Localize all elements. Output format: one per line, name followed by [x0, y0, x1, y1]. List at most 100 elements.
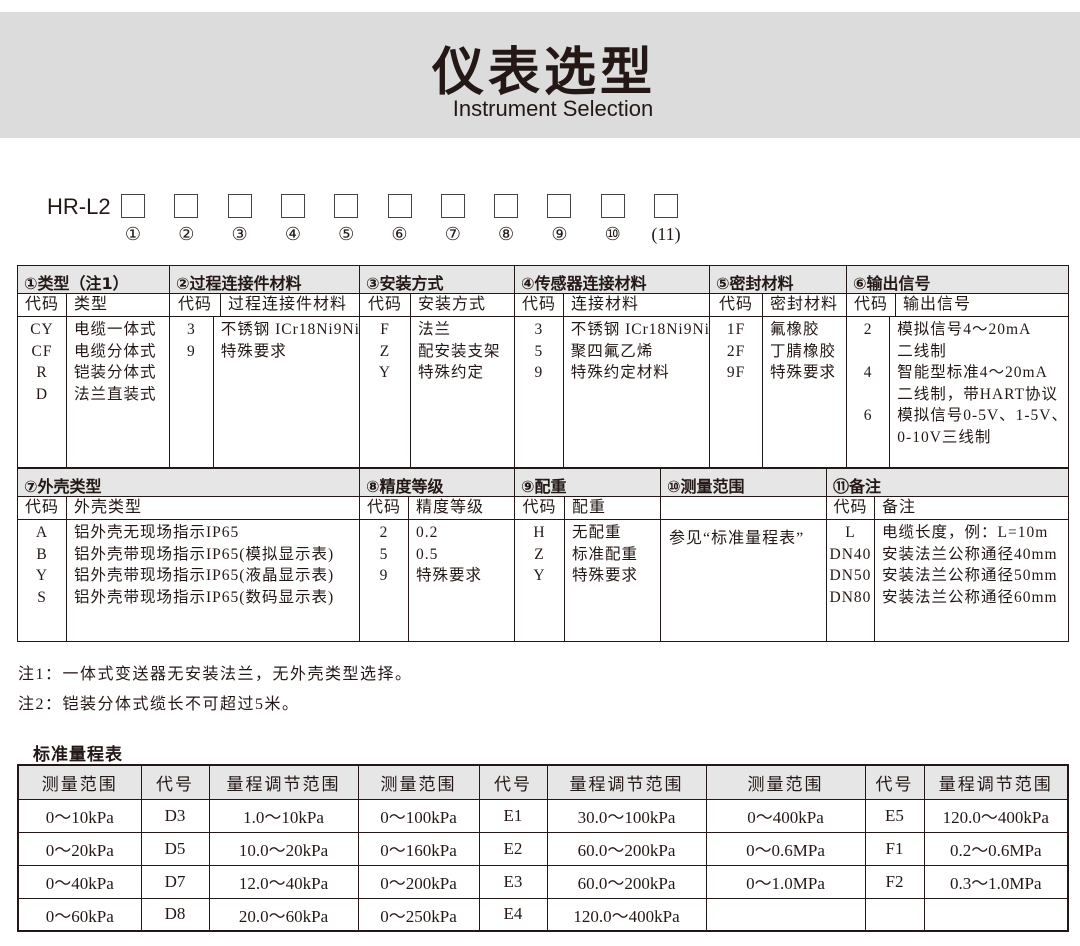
table-row: 0～20kPa D5 10.0～20kPa 0～160kPa E2 60.0～200kPa…: [17, 831, 1069, 866]
section-7: ⑦外壳类型 代码 外壳类型 A B Y S 铝外壳无现场指示IP65 铝外壳带现场指示IP65(…: [17, 468, 360, 642]
section-subheader: 代码 备注: [827, 497, 1068, 520]
section-subheader: 代码 连接材料: [515, 294, 710, 317]
model-slot-box: [334, 194, 359, 218]
section-subheader: 代码 精度等级: [360, 497, 515, 520]
option-description: 智能型标准4～20mA: [897, 364, 1048, 381]
option-description: 法兰: [418, 321, 452, 338]
note-2: 注2：铠装分体式缆长不可超过5米。: [18, 696, 300, 713]
code-header: 代码: [170, 294, 221, 316]
section-subheader: 代码 输出信号: [847, 294, 1068, 317]
option-code: Z: [379, 342, 391, 360]
desc-header: 过程连接件材料: [228, 296, 348, 313]
table-cell: E4: [478, 897, 548, 932]
table-cell: 60.0～200kPa: [546, 864, 707, 899]
section-title: ⑧精度等级: [360, 469, 515, 497]
table-cell: F2: [864, 864, 925, 899]
table-cell: E1: [478, 798, 548, 833]
model-slot-box: [494, 194, 519, 218]
option-description: 丁腈橡胶: [770, 342, 837, 360]
section-10: ⑩测量范围参见“标准量程表”: [660, 468, 827, 642]
code-blank: [847, 341, 889, 363]
section-text: 参见“标准量程表”: [669, 530, 805, 547]
section-subheader: 代码 密封材料: [710, 294, 847, 317]
column-header: 测量范围: [357, 764, 480, 800]
table-cell: [864, 897, 925, 932]
code-column: 2 5 9: [360, 520, 409, 641]
model-slot-box: [440, 194, 465, 218]
section-title: ④传感器连接材料: [515, 266, 710, 294]
option-description: 不锈钢 ICr18Ni9Ni: [220, 321, 360, 338]
option-code: 9: [379, 567, 389, 584]
model-slot-box: [227, 194, 252, 218]
model-slot-number: (11): [651, 224, 681, 244]
table-cell: 0～60kPa: [17, 897, 142, 932]
option-description: 安装法兰公称通径50mm: [882, 567, 1058, 584]
option-code: 9: [186, 342, 196, 360]
desc-column: 电缆一体式 电缆分体式 铠装分体式 法兰直装式: [67, 317, 157, 467]
option-code: 2: [379, 524, 389, 541]
option-description: 氟橡胶: [770, 321, 820, 338]
table-cell: 10.0～20kPa: [208, 831, 359, 866]
code-header: 代码: [847, 294, 896, 316]
header-banner: [0, 12, 1080, 138]
option-code: R: [36, 364, 48, 381]
section-body: 3 9 不锈钢 ICr18Ni9Ni 特殊要求: [170, 317, 360, 467]
desc-column: 铝外壳无现场指示IP65 铝外壳带现场指示IP65(模拟显示表) 铝外壳带现场指示I…: [67, 520, 334, 641]
option-code: Y: [378, 364, 392, 381]
column-header: 测量范围: [17, 764, 142, 800]
model-slot-number: ②: [178, 224, 195, 244]
table-cell: D3: [140, 798, 210, 833]
section-title: ①类型（注1）: [18, 266, 170, 294]
desc-column: 无配重 标准配重 特殊要求: [565, 520, 638, 641]
column-header: 量程调节范围: [923, 764, 1069, 800]
table-cell: 60.0～200kPa: [546, 831, 707, 866]
option-description: 模拟信号4～20mA: [897, 321, 1032, 338]
option-description: 电缆一体式: [74, 321, 157, 338]
table-row: 0～10kPa D3 1.0～10kPa 0～100kPa E1 30.0～100kPa 0…: [17, 798, 1069, 833]
table-cell: 0～400kPa: [705, 798, 866, 833]
option-code: Z: [534, 545, 545, 563]
table-cell: 120.0～400kPa: [546, 897, 707, 932]
model-slot-box: [280, 194, 305, 218]
code-header: 代码: [827, 497, 875, 519]
option-code: 9F: [726, 364, 746, 381]
page-subtitle: Instrument Selection: [452, 96, 654, 121]
model-prefix: HR-L2: [47, 194, 111, 219]
table-cell: [705, 897, 866, 932]
code-header: 代码: [360, 294, 411, 316]
option-description: 铝外壳无现场指示IP65: [74, 524, 240, 541]
section-9: ⑨配重 代码 配重 H Z Y 无配重 标准配重 特殊要求: [514, 468, 661, 642]
desc-header: 输出信号: [903, 296, 972, 313]
section-title: ⑩测量范围: [661, 469, 827, 497]
option-code: 5: [534, 342, 544, 360]
section-body: CY CF R D 电缆一体式 电缆分体式 铠装分体式 法兰直装式: [18, 317, 170, 467]
option-description: 法兰直装式: [74, 385, 157, 403]
desc-column: 模拟信号4～20mA 二线制 智能型标准4～20mA 二线制，带HART协议 模拟信号0…: [890, 317, 1068, 467]
model-slot-number: ⑩: [604, 224, 621, 244]
option-code: 2F: [726, 342, 746, 360]
model-slot-box: [121, 194, 145, 218]
table-cell: 0～1.0MPa: [705, 864, 866, 899]
code-header: 代码: [18, 294, 67, 316]
option-code: 2: [863, 321, 873, 338]
desc-column: 不锈钢 ICr18Ni9Ni 特殊要求: [214, 317, 360, 467]
section-2: ②过程连接件材料 代码 过程连接件材料 3 9 不锈钢 ICr18Ni9Ni 特殊要求: [169, 265, 360, 468]
option-code: 5: [379, 545, 389, 563]
table-cell: D5: [140, 831, 210, 866]
table-cell: 0～200kPa: [357, 864, 480, 899]
model-slot-number: ⑤: [338, 224, 355, 244]
column-header: 量程调节范围: [208, 764, 359, 800]
desc-header: 外壳类型: [74, 499, 143, 516]
option-description: 特殊要求: [416, 567, 483, 584]
option-code: D: [35, 385, 49, 403]
option-description: 安装法兰公称通径60mm: [882, 588, 1058, 606]
section-title: ⑥输出信号: [847, 266, 1068, 294]
table-cell: 120.0～400kPa: [923, 798, 1069, 833]
desc-header: 密封材料: [770, 296, 839, 313]
table-cell: 30.0～100kPa: [546, 798, 707, 833]
section-subheader: [661, 497, 827, 520]
option-description: 电缆分体式: [74, 342, 157, 360]
